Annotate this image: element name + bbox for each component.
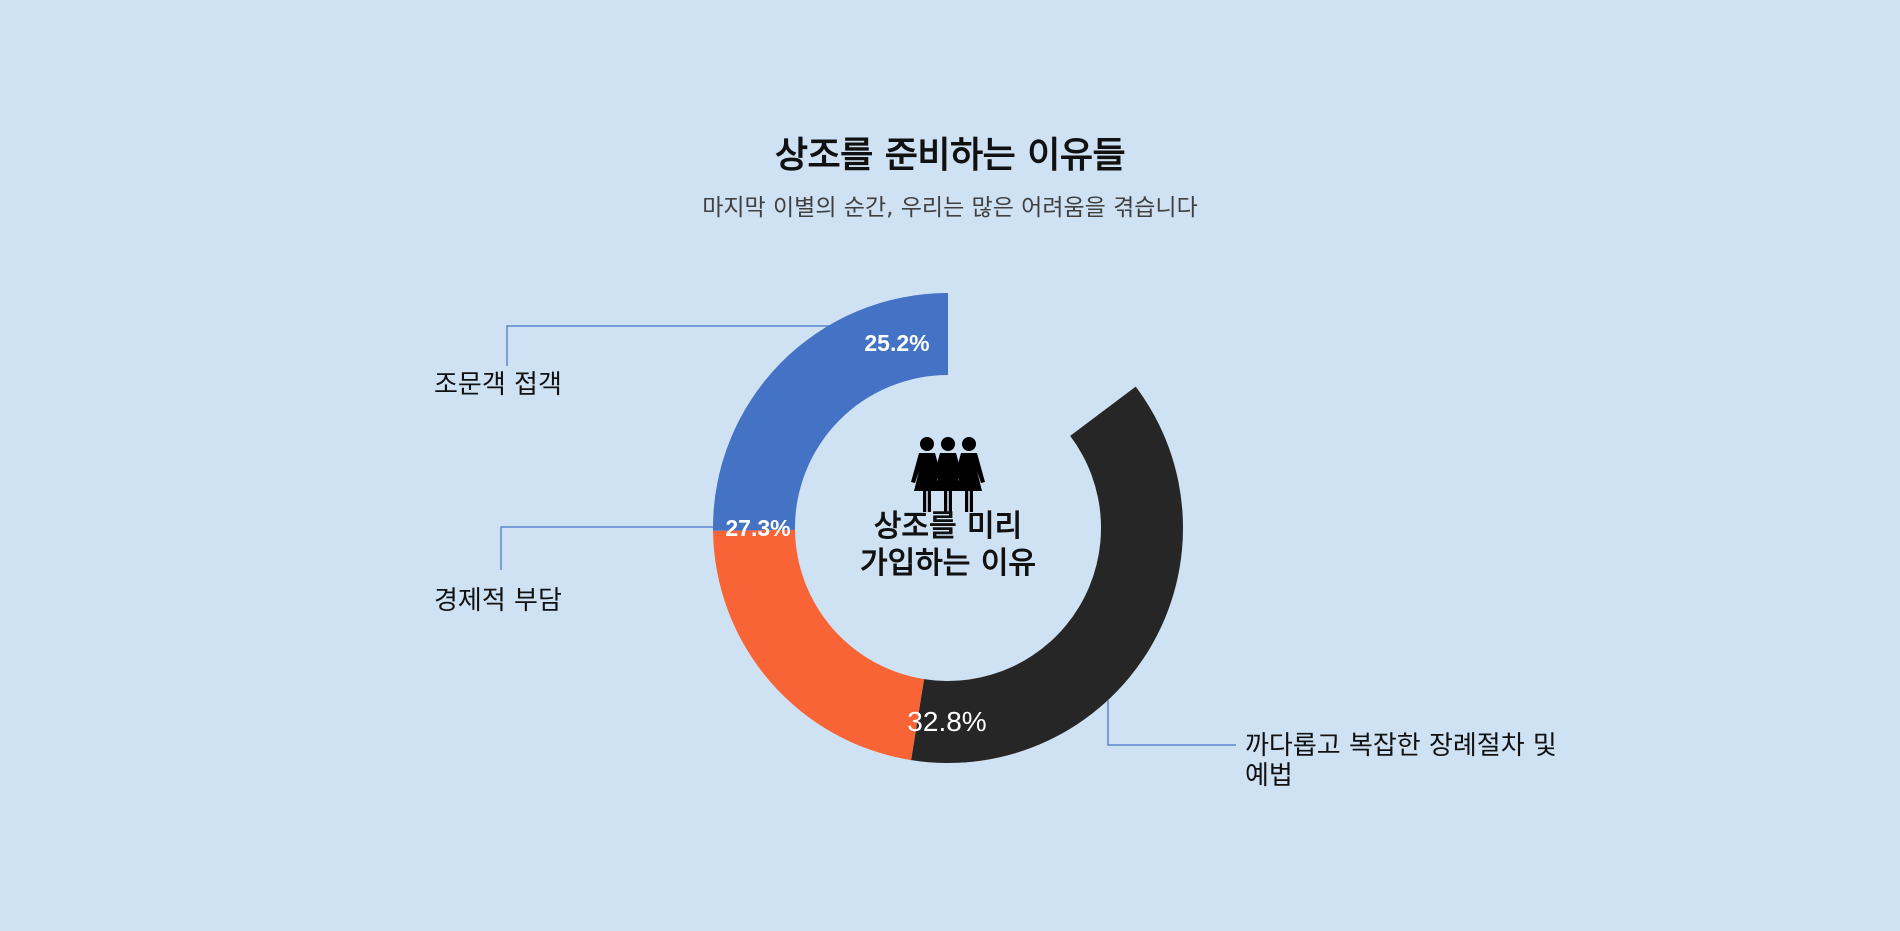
chart-title: 상조를 준비하는 이유들 [774, 135, 1126, 176]
category-label-complex-procedures-line2: 예법 [1245, 761, 1293, 791]
leader-line-conduct-guests [506, 325, 830, 366]
segment-financial-burden[interactable] [713, 529, 925, 761]
donut-center-label: 상조를 미리 가입하는 이유 [828, 508, 1068, 582]
center-label-line1: 상조를 미리 [873, 509, 1023, 544]
chart-subtitle: 마지막 이별의 순간, 우리는 많은 어려움을 겪습니다 [702, 195, 1198, 221]
segment-conduct-guests[interactable] [712, 293, 948, 531]
category-label-financial-burden: 경제적 부담 [434, 586, 562, 616]
center-label-line2: 가입하는 이유 [859, 546, 1037, 581]
category-label-complex-procedures: 까다롭고 복잡한 장례절차 및 예법 [1245, 731, 1557, 791]
category-label-conduct-guests: 조문객 접객 [434, 370, 562, 400]
data-label-financial-burden: 27.3% [725, 515, 790, 541]
category-label-complex-procedures-line1: 까다롭고 복잡한 장례절차 및 [1245, 731, 1557, 761]
leader-line-complex-procedures [1107, 700, 1236, 746]
three-women-icon [911, 437, 985, 512]
data-label-conduct-guests: 25.2% [864, 330, 929, 356]
leader-line-financial-burden [500, 526, 713, 570]
data-label-complex-procedures: 32.8% [907, 706, 986, 737]
segment-complex-procedures[interactable] [911, 386, 1183, 763]
